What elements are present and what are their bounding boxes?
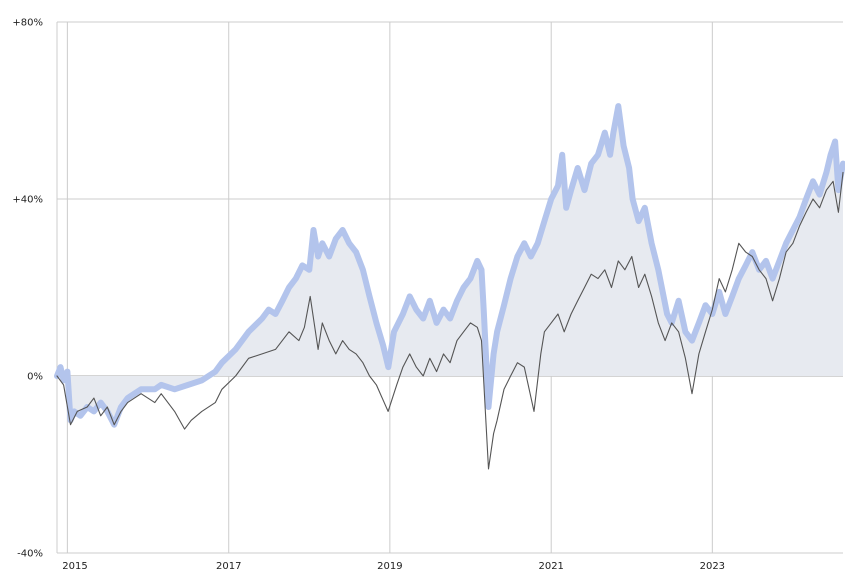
axis-layer: +80% +40% 0% -40% 2015 2017 2019 2021 2023	[12, 18, 725, 573]
y-tick-label: +40%	[12, 195, 43, 206]
x-tick-label: 2023	[700, 561, 725, 572]
x-tick-label: 2017	[216, 561, 241, 572]
comparison-area	[57, 106, 843, 425]
grid-layer	[56, 21, 843, 554]
primary-series-line	[56, 171, 844, 470]
y-tick-label: +80%	[12, 18, 43, 29]
x-tick-label: 2015	[62, 561, 87, 572]
y-tick-label: 0%	[27, 372, 43, 383]
y-tick-label: -40%	[17, 549, 43, 560]
x-tick-label: 2021	[538, 561, 563, 572]
fill-layer	[57, 106, 843, 425]
comparison-series-line	[54, 103, 845, 428]
series-layer	[54, 103, 845, 470]
x-tick-label: 2019	[377, 561, 402, 572]
